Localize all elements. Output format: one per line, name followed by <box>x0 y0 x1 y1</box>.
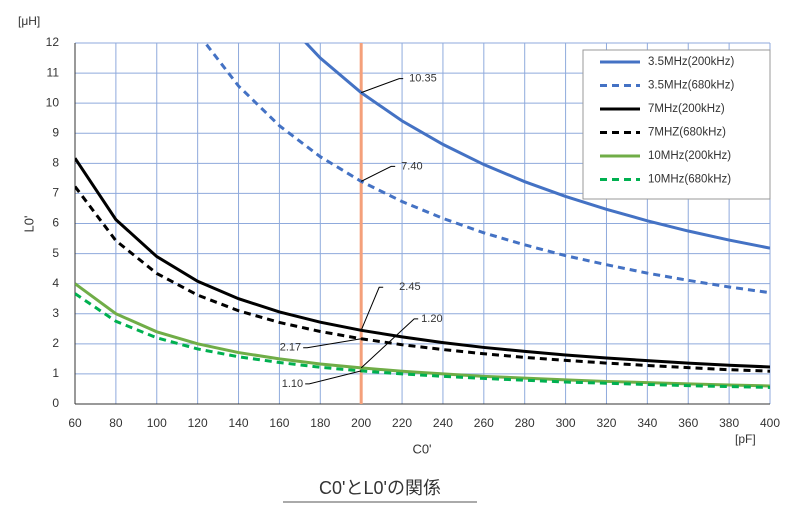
y-tick-label: 3 <box>52 306 59 320</box>
plot-area <box>75 43 770 389</box>
legend-label: 10MHz(200kHz) <box>648 150 731 162</box>
value-label: 2.45 <box>399 281 420 293</box>
x-tick-label: 160 <box>269 416 289 430</box>
caption: C0'とL0'の関係 <box>319 478 441 498</box>
legend-box <box>582 49 771 200</box>
x-axis-label: C0' <box>412 441 431 456</box>
x-tick-label: 400 <box>760 416 780 430</box>
value-label: 1.10 <box>282 378 303 390</box>
x-tick-label: 320 <box>596 416 616 430</box>
legend-label: 7MHz(200kHz) <box>648 103 725 115</box>
x-tick-label: 240 <box>433 416 453 430</box>
y-tick-label: 9 <box>52 125 59 139</box>
series-line <box>75 185 770 373</box>
y-tick-label: 12 <box>46 35 60 49</box>
value-label: 1.20 <box>421 313 442 325</box>
y-tick-label: 5 <box>52 246 59 260</box>
x-tick-label: 340 <box>637 416 657 430</box>
leader-line <box>360 286 384 331</box>
y-tick-label: 10 <box>46 95 60 109</box>
series-line <box>75 292 770 389</box>
series-line <box>203 43 770 295</box>
x-tick-label: 260 <box>474 416 494 430</box>
leader-line <box>305 370 362 385</box>
leader-line <box>361 78 404 94</box>
x-tick-label: 100 <box>147 416 167 430</box>
value-label: 10.35 <box>409 73 437 85</box>
x-tick-label: 220 <box>392 416 412 430</box>
x-tick-label: 380 <box>719 416 739 430</box>
x-tick-label: 60 <box>68 416 82 430</box>
y-axis-label: L0' <box>21 216 36 233</box>
y-tick-label: 7 <box>52 186 59 200</box>
series-line <box>304 43 770 250</box>
y-tick-label: 0 <box>52 396 59 410</box>
legend-label: 10MHz(680kHz) <box>648 174 731 186</box>
y-tick-label: 11 <box>47 65 60 79</box>
x-tick-label: 300 <box>556 416 576 430</box>
y-tick-label: 1 <box>52 366 59 380</box>
value-label: 2.17 <box>280 342 301 354</box>
x-tick-label: 140 <box>229 416 249 430</box>
y-tick-label: 8 <box>52 156 59 170</box>
x-tick-label: 200 <box>351 416 371 430</box>
x-tick-label: 280 <box>515 416 535 430</box>
y-tick-label: 6 <box>52 216 59 230</box>
y-unit: [μH] <box>18 14 40 28</box>
x-unit: [pF] <box>735 432 756 446</box>
series-line <box>75 282 770 388</box>
legend-label: 3.5MHz(200kHz) <box>648 56 734 68</box>
x-tick-label: 120 <box>188 416 208 430</box>
x-tick-label: 360 <box>678 416 698 430</box>
value-label: 7.40 <box>401 160 422 172</box>
series-line <box>75 157 770 369</box>
x-tick-label: 80 <box>109 416 123 430</box>
leader-line <box>303 338 362 349</box>
leader-line <box>360 165 396 182</box>
legend-label: 7MHZ(680kHz) <box>648 127 726 139</box>
y-tick-label: 4 <box>52 276 59 290</box>
y-tick-label: 2 <box>52 336 59 350</box>
leader-line <box>360 318 419 369</box>
x-tick-label: 180 <box>310 416 330 430</box>
legend-label: 3.5MHz(680kHz) <box>648 80 734 92</box>
